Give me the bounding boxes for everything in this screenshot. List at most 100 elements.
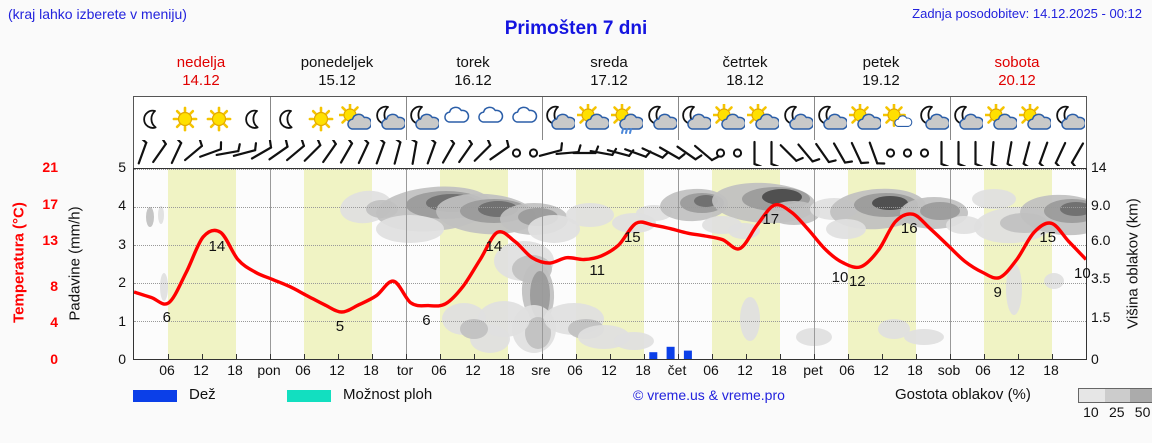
x-axis-label: 06 (431, 362, 447, 378)
cloud-density-color-bar (1078, 388, 1152, 403)
temperature-curve (134, 203, 1086, 314)
day-date: 17.12 (590, 72, 628, 89)
weather-icon-sun-cloud-small (882, 97, 916, 140)
day-separator (950, 169, 951, 359)
day-separator (950, 97, 951, 140)
weather-icon-moon-cloud (1052, 97, 1086, 140)
weather-icon-moon-cloud (542, 97, 576, 140)
weather-icon-sun-cloud-drizzle (610, 97, 644, 140)
cloud-density-step-25 (1104, 389, 1130, 402)
temperature-label: 10 (831, 269, 849, 287)
showers-legend-label: Možnost ploh (343, 386, 433, 403)
x-tick (406, 354, 407, 359)
temperature-label: 17 (762, 211, 780, 229)
day-separator (814, 169, 815, 359)
cloud-blob (762, 189, 802, 205)
weather-icon-moon-cloud (644, 97, 678, 140)
grid-line (134, 245, 1086, 246)
cloud-blob (1044, 273, 1064, 289)
weather-icon-moon-cloud (372, 97, 406, 140)
cloud-height-tick: 14 (1091, 159, 1107, 175)
daylight-band (168, 169, 236, 359)
x-tick (542, 354, 543, 359)
x-axis-label: 06 (159, 362, 175, 378)
weather-icon-moon-cloud (916, 97, 950, 140)
x-axis-label: 18 (907, 362, 923, 378)
cloud-blob (972, 189, 1016, 209)
cloud-blob (566, 203, 614, 227)
cloud-blob (525, 317, 551, 349)
day-name: sobota (994, 54, 1040, 71)
temperature-line (134, 203, 1086, 314)
temperature-tick: 4 (50, 314, 58, 331)
x-tick (1052, 354, 1053, 359)
day-date: 14.12 (182, 72, 220, 89)
legend: Dež Možnost ploh © vreme.us & vreme.pro … (133, 386, 1152, 426)
cloud-blob (460, 319, 488, 339)
x-axis-label: 12 (465, 362, 481, 378)
temperature-label: 6 (422, 311, 431, 329)
cloud-height-tick: 9.0 (1091, 197, 1111, 214)
x-axis-label: 12 (737, 362, 753, 378)
precipitation-tick: 3 (118, 235, 126, 252)
grid-line (134, 169, 1086, 170)
precipitation-axis-title: Padavine (mm/h) (62, 170, 88, 360)
cloud-blob (904, 329, 944, 345)
weather-icon-cloud (440, 97, 474, 140)
cloud-height-axis-title: Višina oblakov (km) (1120, 170, 1146, 360)
x-axis-label: 06 (839, 362, 855, 378)
cloud-height-axis-title-text: Višina oblakov (km) (1124, 198, 1142, 329)
cloud-blob (694, 195, 718, 207)
weather-icon-sun-cloud (712, 97, 746, 140)
day-header-6: sobota 20.12 (949, 54, 1085, 90)
weather-icon-sun (202, 97, 236, 140)
day-header-4: četrtek 18.12 (677, 54, 813, 90)
x-tick (950, 354, 951, 359)
x-axis-label: pon (257, 362, 281, 378)
x-axis-label: 06 (567, 362, 583, 378)
cloud-density-step-50 (1130, 389, 1152, 402)
temperature-label: 14 (485, 238, 503, 256)
x-axis-label: 18 (499, 362, 515, 378)
cloud-height-tick: 6.0 (1091, 231, 1111, 248)
rain-legend-swatch (133, 390, 177, 402)
grid-line (134, 283, 1086, 284)
temperature-label: 15 (1039, 229, 1057, 247)
x-tick (440, 354, 441, 359)
cloud-density-scale-value: 10 (1083, 404, 1099, 420)
cloud-blob (614, 332, 654, 350)
weather-icon-sun-cloud (576, 97, 610, 140)
temperature-label: 16 (900, 220, 918, 238)
grid-line (134, 321, 1086, 322)
weather-icon-sun (168, 97, 202, 140)
cloud-blob (376, 215, 444, 243)
x-tick (882, 354, 883, 359)
cloud-blob (946, 216, 982, 234)
x-axis-label: 18 (771, 362, 787, 378)
temperature-tick: 0 (50, 351, 58, 367)
temperature-tick: 8 (50, 277, 58, 294)
x-tick (168, 354, 169, 359)
cloud-density-scale-value: 25 (1108, 404, 1125, 420)
day-header-3: sreda 17.12 (541, 54, 677, 90)
x-axis-label: 12 (193, 362, 209, 378)
weather-icon-moon (236, 97, 270, 140)
rain-bar (666, 346, 675, 359)
x-tick (304, 354, 305, 359)
weather-icon-moon-cloud (678, 97, 712, 140)
cloud-blob (878, 319, 910, 339)
copyright-link[interactable]: © vreme.us & vreme.pro (633, 387, 785, 403)
precipitation-tick: 4 (118, 197, 126, 214)
weather-icon-sun (304, 97, 338, 140)
weather-icon-sun-cloud (848, 97, 882, 140)
day-separator (270, 169, 271, 359)
x-tick (236, 354, 237, 359)
weather-icon-moon-cloud (780, 97, 814, 140)
x-axis-label: 12 (1009, 362, 1025, 378)
day-name: torek (456, 54, 490, 71)
cloud-blob (146, 207, 154, 227)
grid-line (134, 207, 1086, 208)
day-separator (542, 169, 543, 359)
temperature-tick: 21 (42, 159, 58, 175)
x-tick (1018, 354, 1019, 359)
